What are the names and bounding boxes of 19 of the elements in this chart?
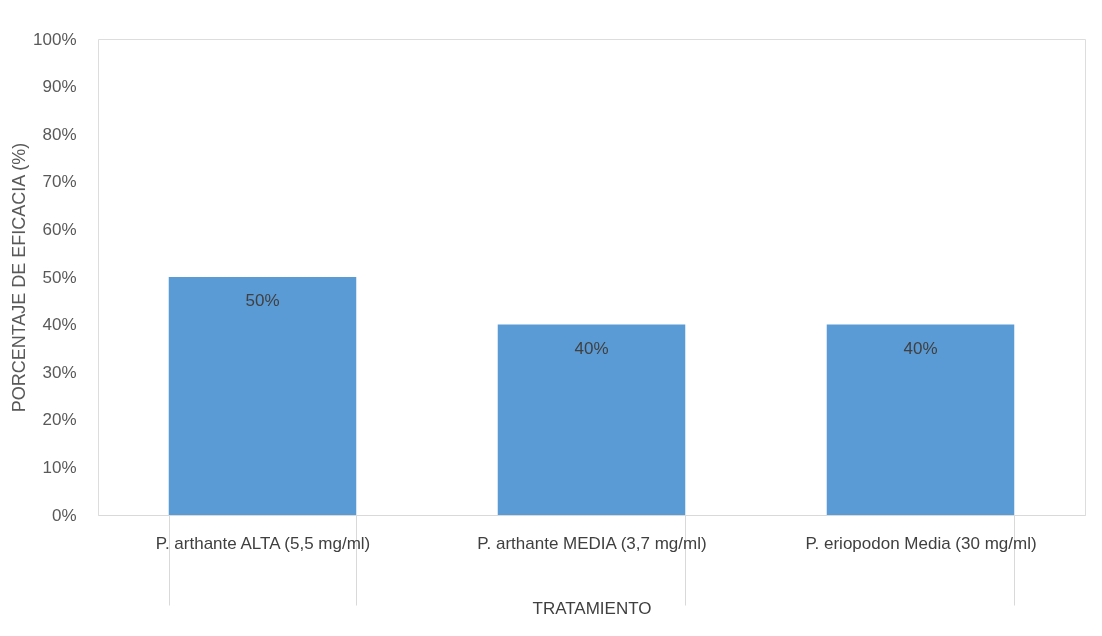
y-tick-label: 20% xyxy=(42,410,77,430)
x-tick-label: P. arthante ALTA (5,5 mg/ml) xyxy=(155,533,371,553)
y-tick-label: 100% xyxy=(33,29,77,49)
y-tick-label: 90% xyxy=(42,77,77,97)
y-tick-label: 80% xyxy=(42,124,77,144)
y-tick-label: 10% xyxy=(42,457,77,477)
y-tick-label: 60% xyxy=(42,219,77,239)
y-tick-label: 50% xyxy=(42,267,77,287)
y-tick-label: 40% xyxy=(42,315,77,335)
data-label: 40% xyxy=(574,338,609,358)
data-label: 40% xyxy=(903,338,938,358)
y-tick-label: 70% xyxy=(42,172,77,192)
x-tick-label: P. arthante MEDIA (3,7 mg/ml) xyxy=(477,533,707,553)
data-label: 50% xyxy=(245,291,280,310)
x-tick-label: P. eriopodon Media (30 mg/ml) xyxy=(805,533,1037,553)
y-axis-title: PORCENTAJE DE EFICACIA (%) xyxy=(9,142,30,413)
y-tick-label: 0% xyxy=(51,505,77,525)
y-tick-label: 30% xyxy=(42,362,77,382)
x-axis-title: TRATAMIENTO xyxy=(532,599,652,618)
